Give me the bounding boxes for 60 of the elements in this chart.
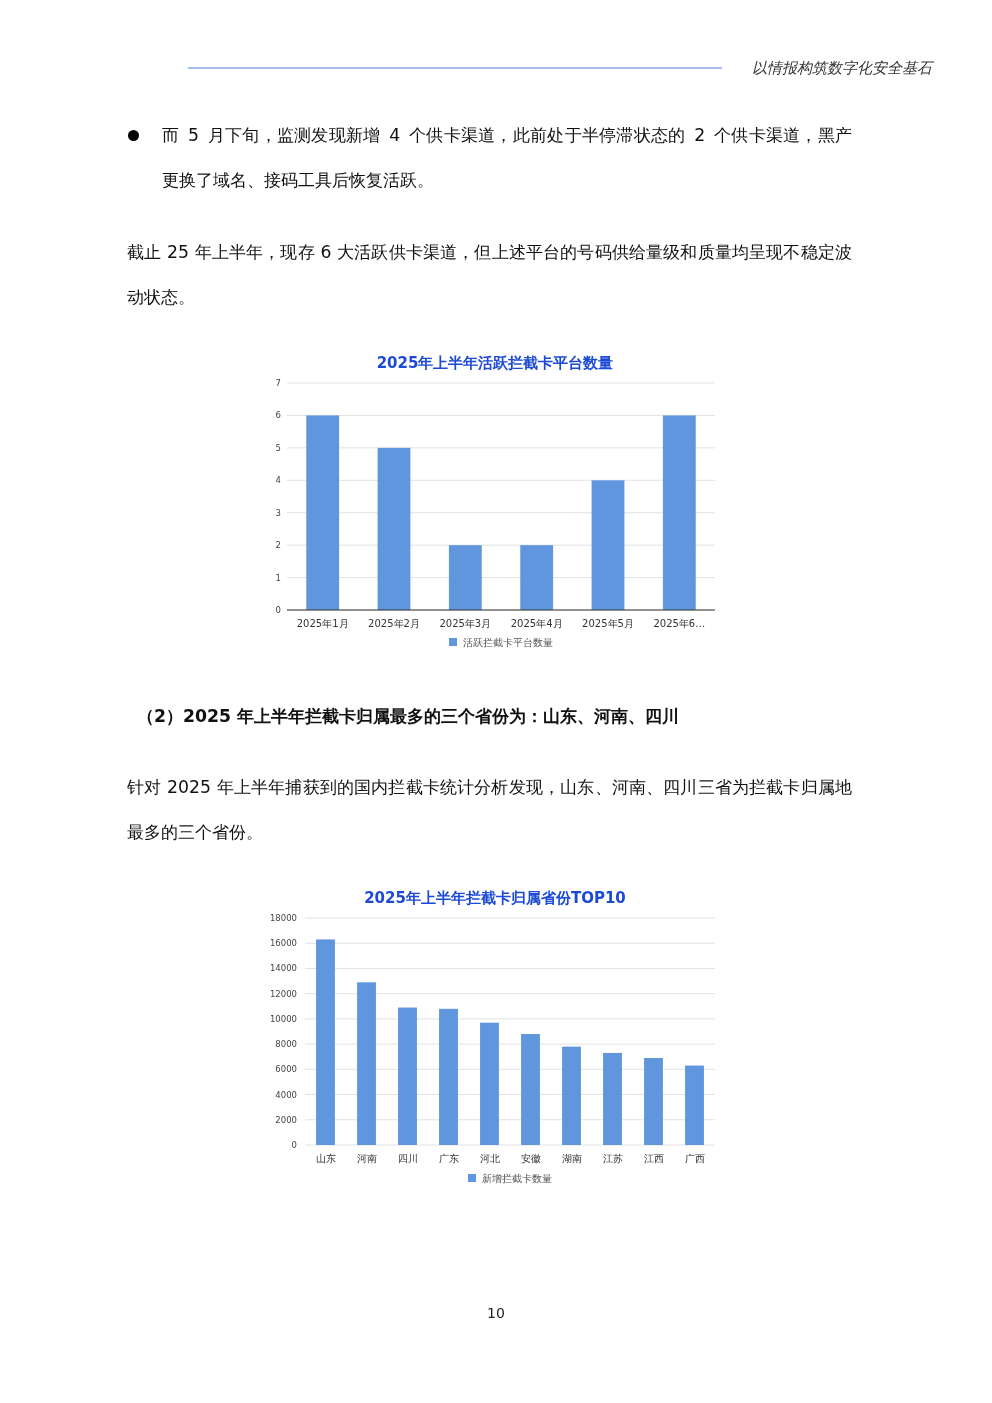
y-tick-label: 3 bbox=[275, 507, 281, 518]
bar bbox=[377, 447, 411, 610]
bar bbox=[521, 1034, 540, 1145]
y-tick-label: 2000 bbox=[275, 1114, 297, 1125]
bar bbox=[591, 480, 625, 610]
legend-label: 新增拦截卡数量 bbox=[482, 1172, 552, 1184]
y-tick-label: 10000 bbox=[269, 1013, 297, 1024]
x-tick-label: 江西 bbox=[643, 1152, 664, 1164]
x-tick-label: 四川 bbox=[397, 1152, 418, 1164]
x-tick-label: 河南 bbox=[356, 1152, 377, 1164]
y-tick-label: 0 bbox=[275, 605, 281, 615]
bar bbox=[685, 1065, 704, 1145]
text: 10 bbox=[486, 1304, 506, 1323]
bar bbox=[480, 1022, 499, 1145]
y-tick-label: 14000 bbox=[269, 963, 297, 974]
y-tick-label: 7 bbox=[275, 378, 281, 388]
text: 截止 25 年上半年，现存 6 大活跃供卡渠道，但上述平台的号码供给量级和质量均呈现不稳定波动状态。 bbox=[127, 241, 852, 307]
x-tick-label: 广东 bbox=[438, 1152, 459, 1164]
y-tick-label: 6000 bbox=[275, 1064, 297, 1075]
y-tick-label: 18000 bbox=[269, 913, 297, 923]
bar bbox=[439, 1008, 458, 1145]
bar bbox=[562, 1046, 581, 1145]
y-tick-label: 16000 bbox=[269, 938, 297, 949]
x-tick-label: 2025年3月 bbox=[439, 617, 492, 629]
y-tick-label: 4 bbox=[275, 475, 281, 486]
text: （2）2025 年上半年拦截卡归属最多的三个省份为：山东、河南、四川 bbox=[137, 704, 680, 728]
x-tick-label: 江苏 bbox=[602, 1152, 623, 1164]
text: 针对 2025 年上半年捕获到的国内拦截卡统计分析发现，山东、河南、四川三省为拦截卡归属地最多的三个省份。 bbox=[127, 776, 852, 842]
text: 以情报构筑数字化安全基石 bbox=[752, 58, 932, 79]
y-tick-label: 5 bbox=[275, 442, 281, 453]
bar bbox=[603, 1052, 622, 1145]
bar bbox=[398, 1007, 417, 1145]
bar bbox=[357, 982, 376, 1145]
x-tick-label: 2025年6… bbox=[653, 617, 706, 629]
bar bbox=[520, 545, 554, 610]
y-tick-label: 6 bbox=[275, 410, 281, 421]
bar bbox=[662, 415, 696, 610]
bar bbox=[316, 939, 335, 1145]
chart-title: 2025年上半年活跃拦截卡平台数量 bbox=[376, 354, 614, 372]
legend-label: 活跃拦截卡平台数量 bbox=[463, 636, 553, 648]
x-tick-label: 湖南 bbox=[561, 1152, 582, 1164]
chart-title: 2025年上半年拦截卡归属省份TOP10 bbox=[364, 889, 626, 907]
y-tick-label: 1 bbox=[275, 572, 281, 583]
y-tick-label: 12000 bbox=[269, 988, 297, 999]
y-tick-label: 2 bbox=[275, 540, 281, 551]
x-tick-label: 2025年2月 bbox=[368, 617, 420, 629]
bar bbox=[448, 545, 482, 610]
y-tick-label: 8000 bbox=[275, 1039, 297, 1050]
y-tick-label: 4000 bbox=[275, 1089, 297, 1100]
y-tick-label: 0 bbox=[291, 1140, 297, 1150]
x-tick-label: 2025年5月 bbox=[582, 617, 634, 629]
x-tick-label: 2025年4月 bbox=[510, 617, 563, 629]
x-tick-label: 河北 bbox=[479, 1152, 500, 1164]
bar bbox=[644, 1057, 663, 1145]
x-tick-label: 安徽 bbox=[520, 1152, 541, 1164]
text: 而 5 月下旬，监测发现新增 4 个供卡渠道，此前处于半停滞状态的 2 个供卡渠道，黑产更换了域名、接码工具后恢复活跃。 bbox=[162, 124, 852, 190]
x-tick-label: 2025年1月 bbox=[296, 617, 349, 629]
x-tick-label: 山东 bbox=[315, 1152, 336, 1164]
x-tick-label: 广西 bbox=[684, 1152, 705, 1164]
bar bbox=[306, 415, 340, 610]
